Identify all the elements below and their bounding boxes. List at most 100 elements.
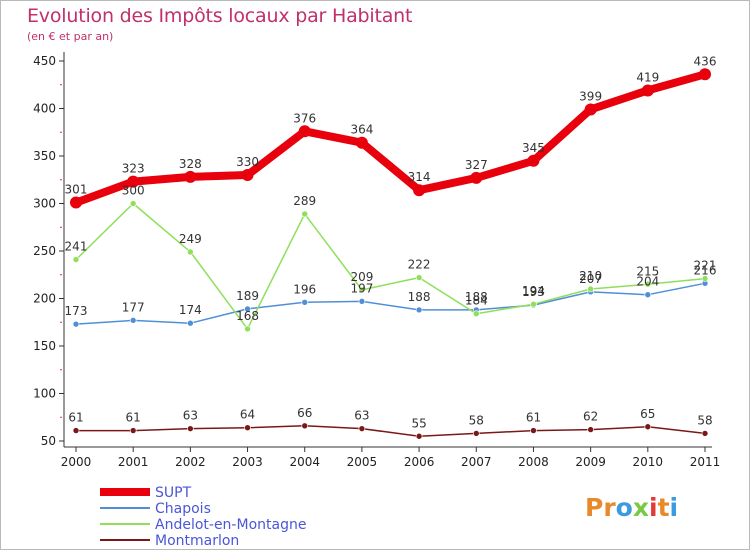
data-label-chapois: 207: [579, 272, 602, 286]
data-point-chapois: [415, 306, 423, 314]
chart-title: Evolution des Impôts locaux par Habitant: [27, 5, 413, 27]
data-label-montmarlon: 65: [640, 407, 655, 421]
y-tick-label: 200: [33, 292, 56, 306]
data-label-andelot-en-montagne: 300: [122, 184, 145, 198]
series-line-montmarlon: [76, 425, 706, 438]
data-label-montmarlon: 61: [68, 411, 83, 425]
data-label-chapois: 196: [293, 282, 316, 296]
data-point-montmarlon: [587, 426, 594, 433]
data-point-supt: [413, 184, 426, 197]
x-tick-label: 2005: [347, 455, 378, 469]
x-tick-label: 2008: [518, 455, 549, 469]
data-label-supt: 376: [293, 111, 316, 125]
data-point-chapois: [187, 319, 194, 327]
data-label-chapois: 216: [694, 263, 717, 277]
data-labels: 61 61 63 64 66 63 55 58 61 62 65 58 173 177 174 189 196 1…: [65, 54, 717, 430]
data-label-montmarlon: 61: [126, 411, 141, 425]
data-point-montmarlon: [415, 432, 423, 440]
data-point-montmarlon: [358, 425, 366, 432]
proxiti-logo: Proxiti: [585, 493, 678, 522]
data-label-chapois: 193: [522, 285, 545, 299]
x-tick-label: 2002: [175, 455, 206, 469]
data-label-supt: 345: [522, 141, 545, 155]
data-label-montmarlon: 63: [183, 409, 198, 423]
data-label-chapois: 204: [636, 275, 659, 289]
data-point-montmarlon: [472, 430, 480, 437]
data-point-andelot-en-montagne: [129, 200, 137, 207]
x-tick-label: 2007: [461, 455, 492, 469]
data-label-supt: 399: [579, 89, 602, 103]
data-point-andelot-en-montagne: [415, 274, 423, 281]
data-label-montmarlon: 61: [526, 411, 541, 425]
data-point-montmarlon: [187, 425, 194, 432]
data-point-montmarlon: [644, 423, 652, 431]
data-label-supt: 330: [236, 155, 259, 169]
y-tick-label: 450: [33, 54, 56, 68]
data-point-andelot-en-montagne: [701, 275, 709, 282]
x-tick-label: 2009: [575, 455, 606, 469]
series-line-chapois: [75, 282, 706, 325]
data-label-andelot-en-montagne: 215: [636, 264, 659, 278]
data-point-andelot-en-montagne: [472, 310, 480, 318]
data-point-andelot-en-montagne: [530, 300, 537, 308]
data-point-supt: [699, 68, 711, 81]
data-point-supt: [70, 196, 82, 209]
data-label-supt: 327: [465, 158, 488, 172]
data-label-andelot-en-montagne: 209: [350, 270, 373, 284]
x-tick-label: 2011: [690, 455, 721, 469]
data-point-montmarlon: [701, 430, 709, 437]
data-point-supt: [527, 154, 540, 167]
data-label-andelot-en-montagne: 194: [522, 284, 545, 298]
data-label-andelot-en-montagne: 249: [179, 232, 202, 246]
data-point-andelot-en-montagne: [72, 256, 80, 263]
data-label-chapois: 174: [179, 303, 202, 317]
data-label-andelot-en-montagne: 168: [236, 309, 259, 323]
data-label-chapois: 188: [465, 290, 488, 304]
data-label-supt: 364: [350, 123, 373, 137]
data-point-chapois: [644, 291, 652, 299]
data-point-supt: [355, 136, 368, 149]
data-label-supt: 419: [636, 70, 659, 84]
data-point-montmarlon: [530, 427, 537, 434]
data-point-montmarlon: [72, 427, 80, 434]
y-tick-label: 300: [33, 197, 56, 211]
data-label-andelot-en-montagne: 222: [408, 258, 431, 272]
y-tick-label: 150: [33, 339, 56, 353]
data-point-supt: [470, 171, 483, 184]
data-label-montmarlon: 55: [411, 416, 426, 430]
data-label-chapois: 173: [65, 304, 88, 318]
data-label-montmarlon: 62: [583, 410, 598, 424]
series-lines: [70, 68, 711, 440]
data-point-andelot-en-montagne: [587, 285, 594, 293]
x-tick-label: 2004: [289, 455, 320, 469]
x-tick-label: 2003: [232, 455, 263, 469]
data-label-montmarlon: 64: [240, 408, 255, 422]
data-label-andelot-en-montagne: 241: [65, 240, 88, 254]
series-line-andelot-en-montagne: [75, 202, 706, 330]
legend-label-andelot-en-montagne: Andelot-en-Montagne: [155, 517, 306, 533]
data-point-montmarlon: [301, 422, 309, 430]
data-point-montmarlon: [244, 424, 251, 432]
data-label-supt: 436: [694, 54, 717, 68]
data-label-andelot-en-montagne: 221: [694, 259, 717, 273]
data-label-chapois: 197: [350, 281, 373, 295]
data-point-supt: [127, 175, 140, 188]
y-tick-label: 350: [33, 149, 56, 163]
data-label-montmarlon: 66: [297, 406, 312, 420]
y-tick-label: 250: [33, 244, 56, 258]
data-point-andelot-en-montagne: [187, 248, 194, 256]
data-point-andelot-en-montagne: [644, 280, 652, 288]
axes: 50 100 150 200 250 300 350 400 450 2000 2001 2002 20…: [33, 52, 720, 469]
data-label-supt: 328: [179, 157, 202, 171]
data-label-montmarlon: 63: [354, 409, 369, 423]
data-point-supt: [241, 169, 254, 181]
x-tick-label: 2000: [61, 455, 92, 469]
data-point-montmarlon: [129, 427, 137, 434]
legend-label-supt: SUPT: [155, 485, 192, 501]
data-label-montmarlon: 58: [697, 413, 712, 427]
y-tick-label: 100: [33, 387, 56, 401]
data-point-andelot-en-montagne: [358, 286, 366, 294]
data-point-chapois: [244, 305, 251, 313]
x-tick-label: 2001: [118, 455, 149, 469]
